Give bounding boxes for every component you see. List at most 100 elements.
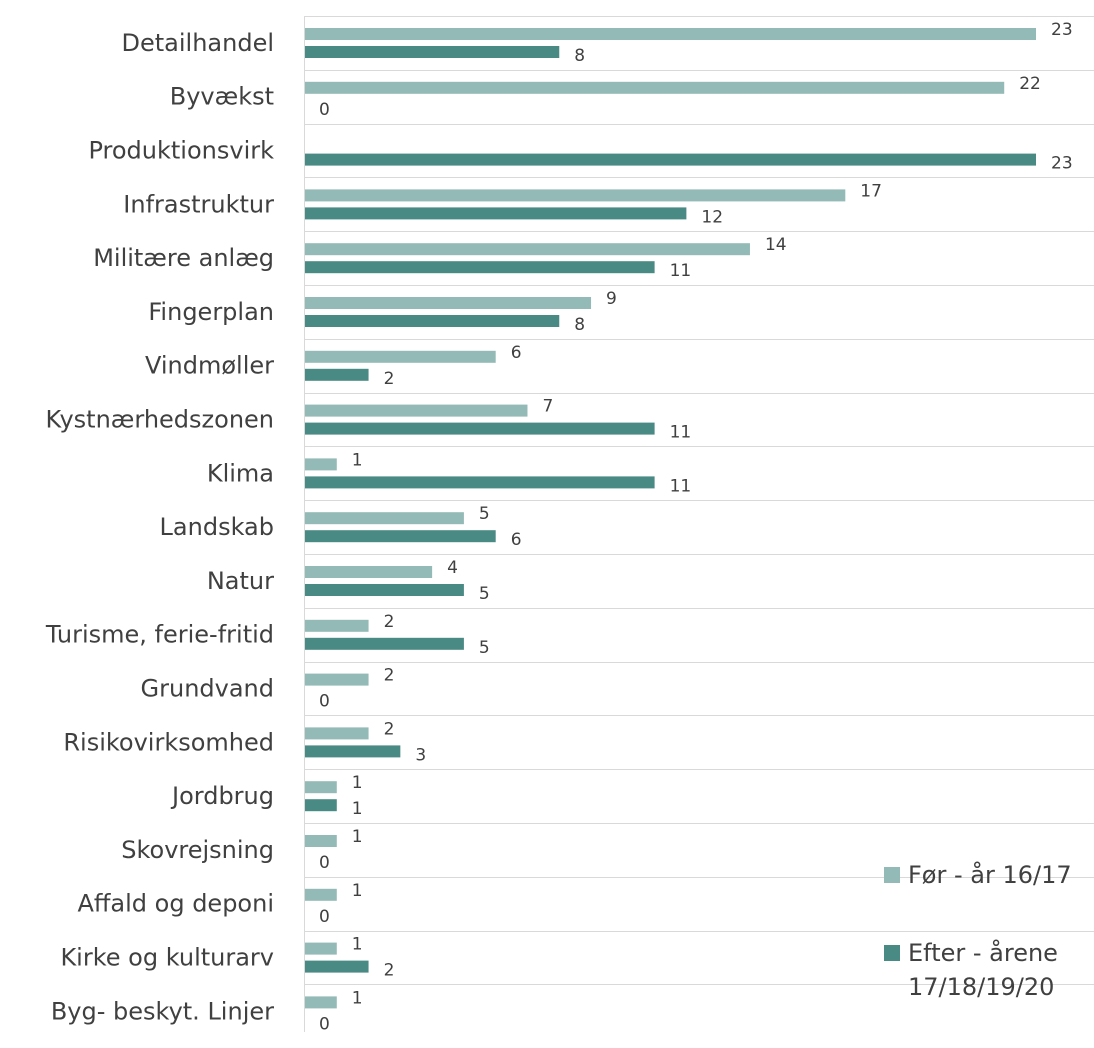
value-label-after: 0 [319,1014,330,1032]
value-label-before: 4 [447,558,458,578]
value-labels: 2322171496715422211111802312118211116550… [319,20,1073,1032]
legend-swatch-after [884,945,900,961]
grid-lines [304,16,1094,985]
bar-before [305,835,337,847]
legend-label-after-line2: 17/18/19/20 [908,973,1055,1001]
category-label: Fingerplan [148,298,274,326]
bar-before [305,673,369,686]
value-label-before: 5 [479,504,490,524]
value-label-before: 23 [1051,20,1073,40]
bar-before [305,888,337,901]
category-label: Jordbrug [170,782,274,810]
value-label-after: 0 [319,692,330,712]
value-label-before: 22 [1019,74,1041,94]
value-label-after: 11 [670,423,692,443]
bar-before [305,297,592,309]
bar-after [305,368,369,381]
category-label: Klima [207,459,274,487]
bar-before [305,942,337,955]
category-label: Byvækst [170,83,274,111]
bar-before [305,81,1005,94]
value-label-before: 2 [384,666,395,686]
legend-label-before-line1: Før - år 16/17 [908,861,1072,889]
value-label-before: 14 [765,235,787,255]
legend-label-before: Før - år 16/17 [908,858,1072,892]
value-label-after: 8 [574,315,585,335]
value-label-before: 1 [352,450,363,470]
value-label-before: 1 [352,773,363,793]
bar-after [305,799,337,812]
bar-after [305,315,560,327]
value-label-after: 11 [670,261,692,281]
category-label: Infrastruktur [123,190,274,218]
bar-after [305,46,560,58]
category-label: Vindmøller [145,352,274,380]
category-labels: Detailhandel Byvækst Produktionsvirk Infras… [45,29,274,1025]
value-label-after: 11 [670,476,692,496]
bar-before [305,781,337,794]
legend-item-after: Efter - årene 17/18/19/20 [884,936,1089,1004]
bar-before [305,512,464,525]
category-label: Turisme, ferie-fritid [45,621,274,649]
value-label-before: 1 [352,881,363,901]
value-label-after: 0 [319,100,330,120]
value-label-after: 5 [479,638,490,658]
value-label-after: 1 [352,799,363,819]
category-label: Natur [207,567,274,595]
bar-after [305,476,655,489]
category-label: Grundvand [141,675,274,703]
value-label-before: 1 [352,988,363,1008]
value-label-before: 1 [352,827,363,847]
bar-before [305,404,528,417]
value-label-after: 3 [415,745,426,765]
bars [305,28,1036,1009]
value-label-after: 6 [511,530,522,550]
legend-item-before: Før - år 16/17 [884,858,1089,892]
bar-after [305,637,464,650]
bar-after [305,745,401,758]
value-label-after: 23 [1051,154,1073,174]
legend: Før - år 16/17 Efter - årene 17/18/19/20 [884,858,1089,1048]
category-label: Byg- beskyt. Linjer [51,997,274,1025]
bar-after [305,261,655,274]
bar-before [305,727,369,740]
bar-after [305,153,1036,166]
value-label-before: 1 [352,935,363,955]
bar-after [305,530,496,543]
value-label-after: 12 [701,207,723,227]
value-label-before: 2 [384,719,395,739]
bar-before [305,28,1036,40]
category-label: Landskab [160,513,274,541]
value-label-before: 9 [606,289,617,309]
category-label: Kirke og kulturarv [60,944,274,972]
bar-before [305,458,337,471]
bar-before [305,566,433,578]
value-label-after: 5 [479,584,490,604]
bar-before [305,243,750,256]
bar-after [305,960,369,973]
value-label-before: 2 [384,612,395,632]
bar-before [305,350,496,363]
legend-label-after: Efter - årene 17/18/19/20 [908,936,1058,1004]
bar-after [305,207,687,220]
category-label: Risikovirksomhed [63,728,274,756]
value-label-after: 8 [574,46,585,66]
value-label-after: 2 [384,961,395,981]
category-label: Skovrejsning [121,836,274,864]
category-label: Affald og deponi [77,890,274,918]
bar-before [305,619,369,632]
value-label-after: 2 [384,369,395,389]
legend-label-after-line1: Efter - årene [908,939,1058,967]
value-label-before: 6 [511,343,522,363]
value-label-before: 7 [542,397,553,417]
category-label: Produktionsvirk [88,137,274,165]
category-label: Kystnærhedszonen [45,406,274,434]
bar-before [305,189,846,202]
value-label-before: 17 [860,181,882,201]
bar-after [305,584,464,596]
category-label: Militære anlæg [93,244,274,272]
legend-swatch-before [884,867,900,883]
value-label-after: 0 [319,907,330,927]
bar-before [305,996,337,1009]
